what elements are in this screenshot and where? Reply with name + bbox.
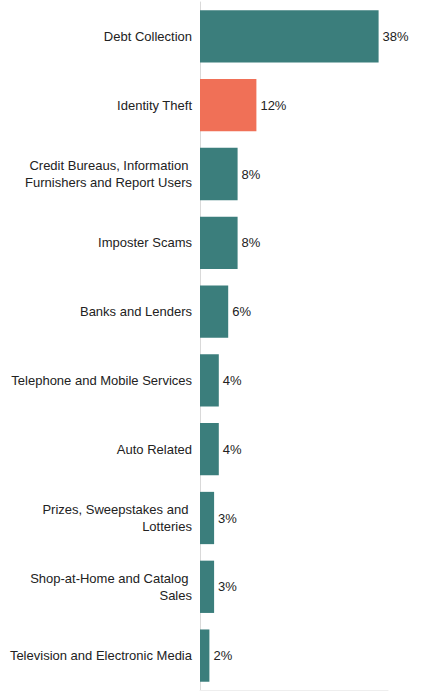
svg-text:Prizes, Sweepstakes and: Prizes, Sweepstakes and: [42, 502, 192, 517]
svg-text:12%: 12%: [260, 98, 286, 113]
svg-text:2%: 2%: [213, 648, 232, 663]
svg-text:3%: 3%: [218, 579, 237, 594]
svg-text:4%: 4%: [223, 442, 242, 457]
svg-text:Imposter Scams: Imposter Scams: [98, 235, 192, 250]
svg-text:Banks and Lenders: Banks and Lenders: [80, 304, 193, 319]
svg-text:Sales: Sales: [159, 588, 192, 603]
svg-text:Television and Electronic Medi: Television and Electronic Media: [10, 648, 193, 663]
svg-text:Debt Collection: Debt Collection: [104, 29, 192, 44]
svg-text:Credit Bureaus, Information: Credit Bureaus, Information: [29, 158, 192, 173]
svg-text:3%: 3%: [218, 511, 237, 526]
svg-text:Auto Related: Auto Related: [117, 442, 192, 457]
svg-text:6%: 6%: [232, 304, 251, 319]
svg-text:38%: 38%: [383, 29, 409, 44]
svg-text:Shop-at-Home and Catalog: Shop-at-Home and Catalog: [30, 571, 192, 586]
svg-text:4%: 4%: [223, 373, 242, 388]
svg-text:Identity Theft: Identity Theft: [117, 98, 192, 113]
svg-text:8%: 8%: [242, 167, 261, 182]
svg-text:Telephone and Mobile Services: Telephone and Mobile Services: [11, 373, 192, 388]
svg-text:8%: 8%: [242, 235, 261, 250]
svg-text:Lotteries: Lotteries: [142, 519, 192, 534]
svg-text:Furnishers and Report Users: Furnishers and Report Users: [25, 175, 192, 190]
